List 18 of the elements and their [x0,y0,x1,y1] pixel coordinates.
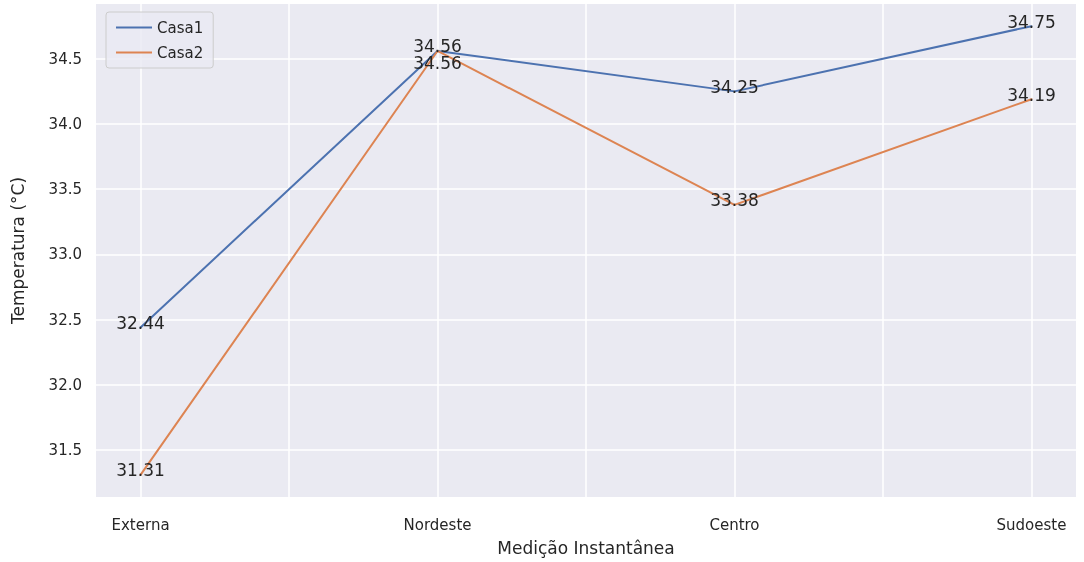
x-tick-label: Nordeste [403,515,472,534]
y-axis-title: Temperatura (°C) [7,176,28,326]
legend-label: Casa1 [157,18,204,37]
y-tick-label: 34.0 [48,114,82,133]
x-tick-label: Centro [709,515,760,534]
x-tick-label: Sudoeste [996,515,1067,534]
data-label: 34.19 [1007,84,1056,105]
y-tick-label: 32.5 [48,310,82,329]
y-tick-label: 32.0 [48,375,82,394]
data-label: 34.56 [413,36,462,57]
y-tick-label: 33.5 [48,180,82,199]
y-tick-label: 31.5 [48,441,82,460]
y-tick-label: 34.5 [48,49,82,68]
x-tick-label: Externa [111,515,170,534]
data-label: 34.75 [1007,11,1056,32]
y-tick-label: 33.0 [48,245,82,264]
x-axis-title: Medição Instantânea [497,537,675,558]
legend-label: Casa2 [157,43,204,62]
